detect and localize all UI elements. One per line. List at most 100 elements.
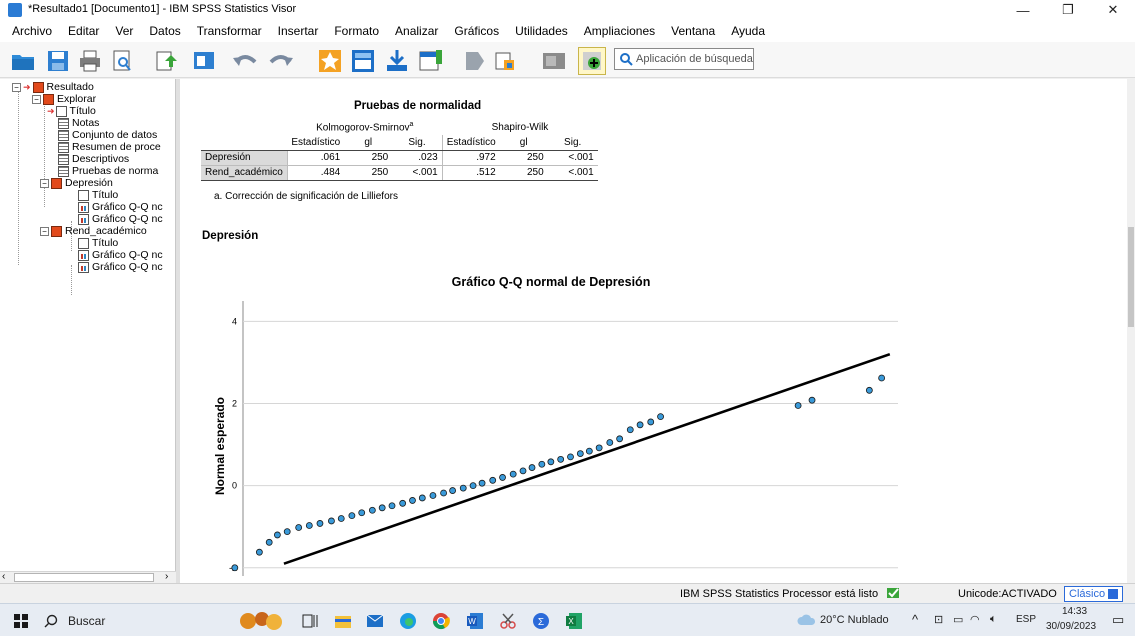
scroll-right-icon[interactable]: › <box>165 571 169 582</box>
data-point <box>358 509 366 517</box>
classic-mode-button[interactable]: Clásico <box>1064 586 1124 602</box>
outline-item-depresion[interactable]: − Depresión <box>40 177 113 189</box>
edge-browser-icon[interactable] <box>395 608 421 634</box>
collapse-icon[interactable]: − <box>40 178 49 188</box>
outline-item-resultado[interactable]: − ➜ Resultado <box>12 81 94 93</box>
collapse-icon[interactable]: − <box>32 94 41 104</box>
menu-insertar[interactable]: Insertar <box>277 24 319 38</box>
taskbar-search[interactable]: Buscar <box>44 610 224 632</box>
menu-editar[interactable]: Editar <box>68 24 100 38</box>
chart-builder-icon[interactable] <box>492 48 518 74</box>
designate-window-icon[interactable] <box>541 48 567 74</box>
insert-output-icon[interactable] <box>384 48 410 74</box>
outline-item-pruebas[interactable]: Pruebas de norma <box>58 165 158 177</box>
chevron-up-icon[interactable]: ^ <box>912 612 919 627</box>
promote-icon[interactable] <box>462 48 488 74</box>
scrollbar-thumb[interactable] <box>1128 227 1134 327</box>
undo-icon[interactable] <box>232 48 258 74</box>
data-table-icon[interactable] <box>418 48 444 74</box>
outline-item-qq-chart[interactable]: Gráfico Q-Q nc <box>78 261 163 273</box>
outline-item-qq-chart[interactable]: Gráfico Q-Q nc <box>78 213 163 225</box>
input-language[interactable]: ESP <box>1016 614 1037 625</box>
data-point <box>478 479 486 487</box>
add-node-icon[interactable] <box>578 47 606 75</box>
encoding-status: Unicode:ACTIVADO <box>958 588 1057 600</box>
data-point <box>265 538 273 546</box>
scroll-left-icon[interactable]: ‹ <box>2 571 6 582</box>
minimize-button[interactable]: — <box>1016 2 1030 18</box>
export-icon[interactable] <box>154 48 180 74</box>
outline-item-rend-academico[interactable]: − Rend_académico <box>40 225 147 237</box>
redo-icon[interactable] <box>268 48 294 74</box>
table-cell: .512 <box>441 165 500 181</box>
clock-date[interactable]: 30/09/2023 <box>1046 621 1097 632</box>
menu-ampliaciones[interactable]: Ampliaciones <box>583 24 656 38</box>
print-icon[interactable] <box>77 48 103 74</box>
menu-graficos[interactable]: Gráficos <box>454 24 500 38</box>
qq-plot[interactable]: Gráfico Q-Q normal de Depresión Normal e… <box>200 266 920 583</box>
outline-item-titulo[interactable]: Título <box>78 237 118 249</box>
search-input[interactable]: Aplicación de búsqueda <box>614 48 754 70</box>
word-app-icon[interactable]: W <box>462 608 488 634</box>
content-vertical-scrollbar[interactable] <box>1127 79 1135 583</box>
outline-item-resumen[interactable]: Resumen de proce <box>58 141 161 153</box>
chrome-browser-icon[interactable] <box>428 608 454 634</box>
menu-transformar[interactable]: Transformar <box>196 24 262 38</box>
menu-ayuda[interactable]: Ayuda <box>731 24 766 38</box>
volume-icon[interactable]: 🔈︎ <box>990 613 997 625</box>
pane-splitter[interactable] <box>176 79 180 583</box>
search-icon <box>620 53 633 66</box>
mail-icon[interactable] <box>362 608 388 634</box>
y-axis-label: Normal esperado <box>213 397 227 495</box>
outline-item-descriptivos[interactable]: Descriptivos <box>58 153 129 165</box>
data-point <box>808 396 816 404</box>
outline-item-notas[interactable]: Notas <box>58 117 99 129</box>
outline-horizontal-scrollbar[interactable]: ‹ › <box>0 571 176 583</box>
open-folder-icon[interactable] <box>10 48 36 74</box>
menu-ver[interactable]: Ver <box>115 24 134 38</box>
menu-archivo[interactable]: Archivo <box>12 24 53 38</box>
outline-item-titulo[interactable]: ➜ Título <box>47 105 96 117</box>
collapse-icon[interactable]: − <box>12 82 21 92</box>
goto-case-icon[interactable] <box>317 48 343 74</box>
menu-formato[interactable]: Formato <box>334 24 380 38</box>
normality-table[interactable]: Kolmogorov-Smirnova Shapiro-Wilk Estadís… <box>201 120 598 181</box>
weather-text[interactable]: 20°C Nublado <box>820 614 889 626</box>
outline-item-conjunto-datos[interactable]: Conjunto de datos <box>58 129 157 141</box>
battery-icon[interactable]: ▭ <box>953 614 964 626</box>
data-point <box>878 374 886 382</box>
scrollbar-thumb[interactable] <box>14 573 154 582</box>
notifications-icon[interactable]: ▭ <box>1112 612 1125 627</box>
autumn-widget-icon[interactable] <box>236 608 286 634</box>
spss-taskbar-icon[interactable]: Σ <box>528 608 554 634</box>
maximize-button[interactable]: ❐ <box>1062 2 1074 17</box>
save-icon[interactable] <box>45 48 71 74</box>
task-view-icon[interactable] <box>297 608 323 634</box>
recall-dialog-icon[interactable] <box>191 48 217 74</box>
arrow-right-icon: ➜ <box>47 106 55 116</box>
arrow-right-icon: ➜ <box>23 82 31 92</box>
wifi-icon[interactable]: ◠ <box>970 614 980 626</box>
collapse-icon[interactable]: − <box>40 226 49 236</box>
snipping-tool-icon[interactable] <box>495 608 521 634</box>
menu-utilidades[interactable]: Utilidades <box>515 24 568 38</box>
close-button[interactable]: ✕ <box>1107 2 1119 17</box>
excel-app-icon[interactable]: X <box>561 608 587 634</box>
chart-icon <box>78 213 89 225</box>
svg-text:X: X <box>568 617 574 626</box>
outline-item-qq-chart[interactable]: Gráfico Q-Q nc <box>78 249 163 261</box>
outline-item-qq-chart[interactable]: Gráfico Q-Q nc <box>78 201 163 213</box>
table-cell: <.001 <box>547 150 598 166</box>
file-explorer-icon[interactable] <box>330 608 356 634</box>
menu-ventana[interactable]: Ventana <box>671 24 716 38</box>
outline-item-titulo[interactable]: Título <box>78 189 118 201</box>
print-preview-icon[interactable] <box>109 48 135 74</box>
meet-now-icon[interactable]: ⊡ <box>934 614 944 626</box>
menu-analizar[interactable]: Analizar <box>395 24 439 38</box>
outline-item-explorar[interactable]: − Explorar <box>32 93 96 105</box>
menu-datos[interactable]: Datos <box>149 24 181 38</box>
clock-time[interactable]: 14:33 <box>1062 606 1088 617</box>
windows-start-icon[interactable] <box>8 608 34 634</box>
goto-variable-icon[interactable] <box>350 48 376 74</box>
outline-pane: − ➜ Resultado − Explorar ➜ Título Notas … <box>0 79 176 571</box>
